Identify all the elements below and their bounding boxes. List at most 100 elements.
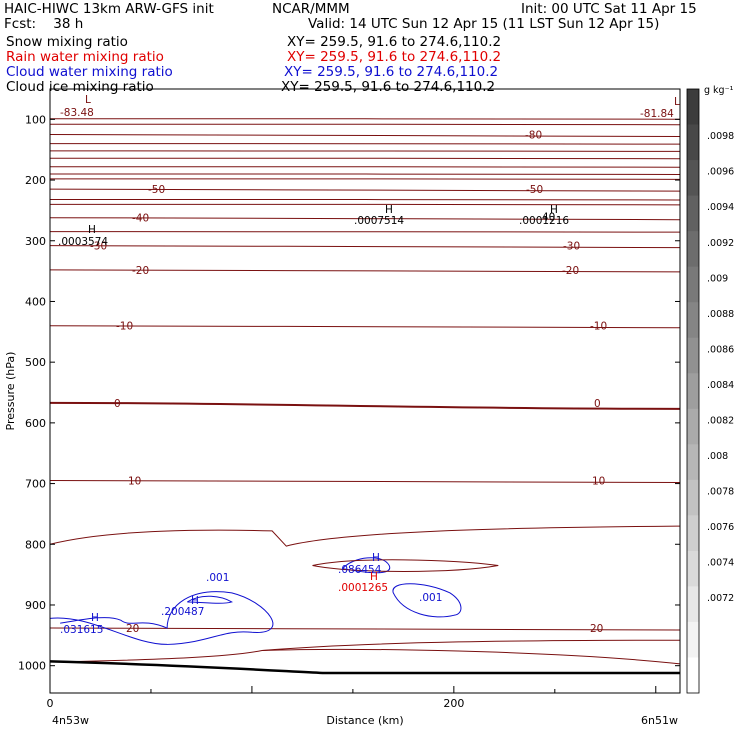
y-tick-label: 700	[25, 478, 46, 491]
field-name-rain: Rain water mixing ratio	[6, 49, 164, 65]
contour-label: 0	[114, 398, 121, 410]
colorbar-tick-label: .0098	[707, 131, 734, 142]
extremum-marker: H	[372, 552, 380, 564]
extremum-value: -81.84	[640, 108, 674, 120]
temperature-contour-line	[49, 525, 681, 547]
temperature-contour-line	[49, 401, 681, 410]
y-tick-label: 300	[25, 235, 46, 248]
temperature-contour-line	[49, 325, 681, 329]
y-tick-label: 800	[25, 538, 46, 551]
field-xy-snow: XY= 259.5, 91.6 to 274.6,110.2	[287, 34, 502, 50]
field-xy-cloud-water: XY= 259.5, 91.6 to 274.6,110.2	[284, 64, 499, 80]
extremum-marker: H	[88, 224, 96, 236]
x-tick-label: 200	[443, 697, 464, 710]
colorbar-tick-label: .008	[707, 451, 728, 462]
colorbar-segment	[687, 373, 699, 410]
extremum-value: .0001216	[519, 215, 569, 227]
cloud-water-contour	[187, 595, 233, 604]
y-tick-label: 400	[25, 295, 46, 308]
extremum-marker: H	[91, 612, 99, 624]
extremum-value: .0007514	[354, 215, 404, 227]
extremum-value: -83.48	[60, 107, 94, 119]
temperature-contour-line	[49, 217, 681, 221]
extremum-marker: H	[550, 204, 558, 216]
cloud-water-contour	[392, 583, 462, 618]
contour-label: -20	[132, 265, 149, 277]
x-tick-label: 0	[47, 697, 54, 710]
temperature-contour-line	[49, 198, 681, 201]
colorbar-segment	[687, 550, 699, 587]
temperature-contour-line	[49, 134, 681, 138]
contour-label: 20	[590, 623, 603, 635]
colorbar-tick-label: .0074	[707, 558, 734, 569]
colorbar-segment	[687, 586, 699, 623]
extremum-marker: H	[191, 595, 199, 607]
y-tick-label: 500	[25, 356, 46, 369]
contour-label: -50	[526, 184, 543, 196]
colorbar-tick-label: .0094	[707, 202, 734, 213]
field-xy-rain: XY= 259.5, 91.6 to 274.6,110.2	[287, 49, 502, 65]
colorbar-tick-label: .0096	[707, 167, 734, 178]
contour-label: -30	[563, 241, 580, 253]
temperature-contour-line	[49, 157, 681, 160]
temperature-contour-line	[49, 166, 681, 168]
temperature-contour-line	[49, 269, 681, 273]
temperature-contour-line	[49, 178, 681, 180]
colorbar-segment	[687, 89, 699, 126]
ground-line	[49, 660, 680, 675]
cloud-water-contour	[49, 591, 274, 645]
y-tick-label: 200	[25, 174, 46, 187]
contour-label: 10	[592, 476, 605, 488]
field-name-snow: Snow mixing ratio	[6, 34, 128, 50]
extremum-marker: H	[370, 571, 378, 583]
init-time: Init: 00 UTC Sat 11 Apr 15	[521, 1, 697, 17]
colorbar-segment	[687, 195, 699, 232]
temperature-contour-line	[49, 627, 681, 631]
colorbar-tick-label: .0072	[707, 593, 734, 604]
temperature-contour-line	[49, 118, 681, 120]
temperature-contour-line	[49, 203, 681, 206]
extremum-value: .031615	[60, 624, 103, 636]
colorbar-segment	[687, 515, 699, 552]
y-tick-label: 100	[25, 113, 46, 126]
colorbar-segment	[687, 408, 699, 445]
cloud-water-label: .001	[419, 592, 442, 604]
temperature-contour-line	[49, 123, 681, 126]
rain-water-contour	[312, 559, 499, 572]
colorbar-tick-label: .0084	[707, 380, 734, 391]
colorbar-segment	[687, 231, 699, 268]
x-axis-label: Distance (km)	[326, 714, 403, 727]
temperature-contour-line	[49, 245, 681, 249]
extremum-marker: L	[674, 96, 680, 108]
temperature-contour-line	[261, 639, 681, 652]
colorbar-unit: g kg⁻¹	[704, 85, 734, 96]
contour-label: -20	[562, 265, 579, 277]
temperature-contour-line	[49, 173, 681, 175]
colorbar-segment	[687, 302, 699, 339]
colorbar-tick-label: .0092	[707, 238, 734, 249]
extremum-marker: H	[385, 204, 393, 216]
temperature-contour-line	[49, 143, 681, 145]
contour-label: 0	[594, 398, 601, 410]
contour-label: -10	[116, 321, 133, 333]
extremum-value: .200487	[161, 606, 204, 618]
model-title: HAIC-HIWC 13km ARW-GFS init	[4, 1, 214, 17]
forecast-hour: Fcst: 38 h	[4, 16, 84, 32]
valid-time: Valid: 14 UTC Sun 12 Apr 15 (11 LST Sun …	[308, 16, 660, 32]
contour-label: 20	[126, 623, 139, 635]
contour-label: 10	[128, 476, 141, 488]
x-end-label-left: 4n53w	[52, 714, 89, 727]
field-name-cloud-ice: Cloud ice mixing ratio	[6, 79, 154, 95]
extremum-value: .0001265	[338, 582, 388, 594]
colorbar-segment	[687, 621, 699, 658]
y-tick-label: 900	[25, 599, 46, 612]
colorbar-tick-label: .0076	[707, 522, 734, 533]
institution-label: NCAR/MMM	[272, 1, 350, 17]
colorbar-segment	[687, 124, 699, 161]
colorbar-tick-label: .0086	[707, 344, 734, 355]
y-tick-label: 1000	[18, 660, 46, 673]
temperature-contour-line	[49, 480, 681, 484]
field-name-cloud-water: Cloud water mixing ratio	[6, 64, 173, 80]
colorbar-segment	[687, 444, 699, 481]
